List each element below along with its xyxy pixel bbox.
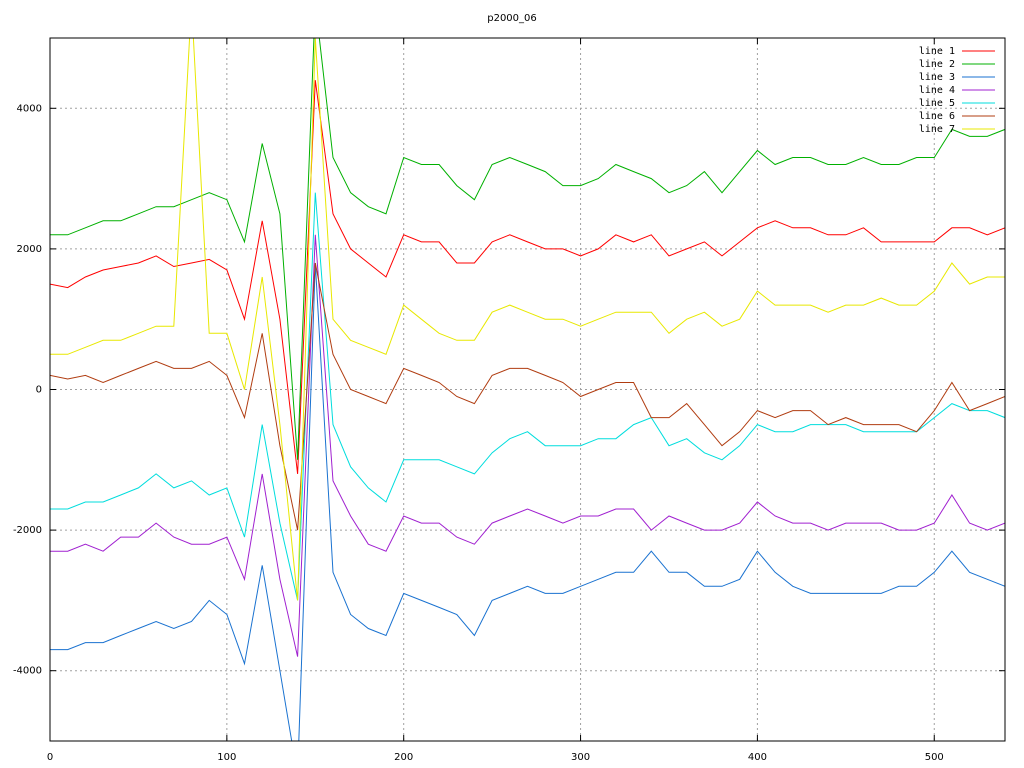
data-line bbox=[50, 80, 1005, 474]
y-tick-label: 0 bbox=[36, 385, 42, 396]
y-tick-label: -4000 bbox=[13, 666, 42, 677]
x-tick-label: 200 bbox=[394, 752, 413, 763]
x-tick-label: 0 bbox=[47, 752, 53, 763]
x-tick-label: 400 bbox=[748, 752, 767, 763]
x-tick-label: 300 bbox=[571, 752, 590, 763]
data-line bbox=[50, 262, 1005, 741]
y-tick-label: -2000 bbox=[13, 525, 42, 536]
data-line bbox=[50, 38, 1005, 601]
plot-area bbox=[50, 38, 1005, 741]
legend-label: line 1 bbox=[919, 46, 955, 57]
plot-frame bbox=[49, 37, 1006, 742]
x-tick-label: 100 bbox=[217, 752, 236, 763]
legend-label: line 2 bbox=[919, 59, 955, 70]
legend-label: line 5 bbox=[919, 98, 955, 109]
legend-label: line 6 bbox=[919, 111, 955, 122]
x-tick-label: 500 bbox=[925, 752, 944, 763]
data-line bbox=[50, 234, 1005, 657]
legend-label: line 3 bbox=[919, 72, 955, 83]
data-line bbox=[50, 192, 1005, 601]
data-line bbox=[50, 38, 1005, 460]
data-line bbox=[50, 262, 1005, 531]
y-tick-label: 4000 bbox=[17, 103, 42, 114]
chart-title: p2000_06 bbox=[487, 13, 537, 24]
y-tick-label: 2000 bbox=[17, 244, 42, 255]
legend-label: line 7 bbox=[919, 124, 955, 135]
legend-label: line 4 bbox=[919, 85, 955, 96]
legend: line 1 line 2 line 3 line 4 line 5 line 6 line… bbox=[919, 46, 995, 135]
grid: -4000 -2000 0 2000 4000 0 100 200 300 400 500 bbox=[13, 38, 1005, 763]
